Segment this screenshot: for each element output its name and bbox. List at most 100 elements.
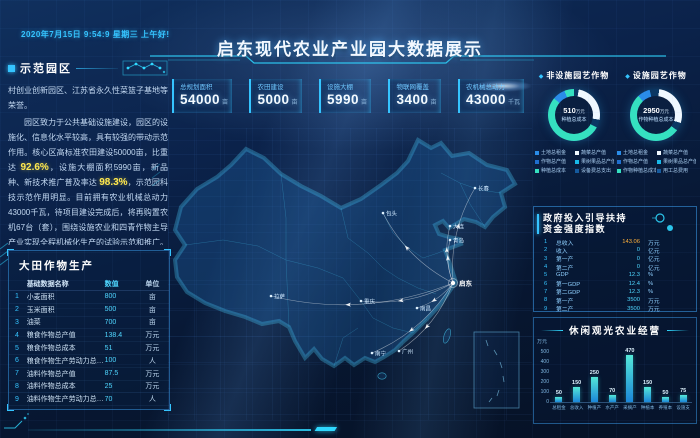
legend-swatch bbox=[617, 168, 621, 173]
row-unit: 亩 bbox=[148, 306, 156, 314]
text-segment: ，示范园科技示范作用明显。目前拥有农业机械总动力43000千瓦，待项目建设完成后… bbox=[8, 178, 168, 245]
bottom-notch-decoration bbox=[314, 427, 338, 431]
row-index: 2 bbox=[544, 247, 548, 254]
stat-card-value: 5000 亩 bbox=[257, 92, 298, 107]
row-unit: 万元 bbox=[145, 370, 160, 378]
demo-park-paragraph: 村创业创新园区、江苏省永久性菜篮子基地等荣誉。 bbox=[8, 83, 168, 113]
bottom-line-decoration bbox=[28, 429, 311, 431]
demo-park-paragraph: 园区致力于公共基础设施建设，园区的设施化、信息化水平较高，具有较强的带动示范作用… bbox=[8, 115, 168, 245]
city-dot bbox=[370, 351, 374, 355]
row-index: 2 bbox=[15, 306, 19, 314]
south-china-sea-inset bbox=[473, 331, 520, 409]
row-name: 收入 bbox=[556, 248, 568, 255]
legend-item: 土地总租金 bbox=[534, 148, 574, 157]
bar-value-label: 150 bbox=[643, 380, 653, 386]
row-name: 油菜 bbox=[26, 319, 41, 327]
china-outline bbox=[172, 137, 518, 369]
donut-legend: 土地总租金 蔬菜总产值 作物总产值 果树果品总产值 作物种植总成本 用工总费用 bbox=[616, 148, 696, 175]
stat-card: 农田建设 5000 亩 bbox=[249, 79, 302, 113]
flight-path bbox=[447, 239, 454, 284]
plane-icon bbox=[444, 246, 449, 253]
row-name: 油料作物生产劳动力总… bbox=[26, 396, 104, 404]
legend-swatch bbox=[535, 168, 539, 173]
table-row: 7 油料作物总产值 87.5 万元 bbox=[9, 368, 169, 381]
divider bbox=[76, 67, 118, 69]
table-row: 6 第一GDP 12.4% bbox=[544, 279, 690, 289]
horticulture-title: ◆ 非设施园艺作物 bbox=[538, 71, 610, 80]
row-value: 87.5 bbox=[104, 370, 119, 378]
row-index: 4 bbox=[15, 331, 19, 339]
stat-card-value: 3400 亩 bbox=[396, 92, 437, 107]
table-row: 9 油料作物生产劳动力总… 70 人 bbox=[9, 393, 169, 407]
col-header: 单位 bbox=[145, 281, 160, 288]
stat-card-label: 农田建设 bbox=[257, 84, 284, 91]
city-label: 南昌 bbox=[420, 304, 431, 312]
row-value: 3500 bbox=[627, 305, 640, 312]
row-index: 6 bbox=[544, 280, 548, 287]
legend-swatch bbox=[657, 150, 661, 155]
city-label: 长春 bbox=[478, 184, 490, 192]
row-unit: 亿元 bbox=[648, 257, 660, 264]
divider bbox=[667, 329, 689, 331]
city-label: 大连 bbox=[453, 222, 465, 230]
row-index: 8 bbox=[15, 382, 19, 390]
highlight-value: 98.3% bbox=[99, 177, 128, 188]
row-index: 5 bbox=[544, 272, 548, 279]
highlight-value: 92.6% bbox=[20, 162, 49, 173]
city-label: 南宁 bbox=[375, 349, 387, 357]
row-value: 12.3 bbox=[628, 272, 640, 279]
donut-center-unit: 万元 bbox=[659, 109, 669, 114]
row-name: 第一产 bbox=[556, 257, 574, 264]
bar-category-label: 采摘产 bbox=[623, 405, 637, 410]
city-dot bbox=[473, 186, 477, 190]
bar-value-label: 470 bbox=[625, 348, 635, 354]
y-tick-label: 400 bbox=[540, 359, 549, 365]
bar bbox=[608, 395, 616, 402]
panel-horticulture: ◆ 非设施园艺作物 510万元 种植总成本 土地总租金 蔬菜总产值 作物总产值 果树果品总产值… bbox=[533, 70, 697, 204]
row-value: 70 bbox=[104, 395, 113, 403]
row-value: 0 bbox=[636, 247, 640, 254]
donut-chart: 510万元 种植总成本 bbox=[548, 89, 600, 141]
bar-category-label: 种植产 bbox=[587, 405, 602, 410]
x-axis-line bbox=[550, 402, 692, 403]
bar-value-label: 75 bbox=[680, 387, 687, 394]
gov-fund-title: 政府投入引导扶持 资金强度指数 bbox=[543, 213, 627, 235]
hub-dot bbox=[450, 280, 456, 286]
bar bbox=[573, 387, 581, 402]
triangle-icon: ◆ bbox=[538, 74, 545, 80]
hub-label: 启东 bbox=[459, 279, 473, 288]
bar bbox=[590, 377, 598, 402]
city-label: 包头 bbox=[386, 209, 398, 217]
row-unit: 万元 bbox=[145, 383, 160, 391]
plane-icon bbox=[345, 302, 351, 307]
gov-fund-table: 1 总收入 143.06 万元 2 收入 0 亿元 3 第一产 0 亿元 4 第二产 0 亿元 5 GDP 12.3… bbox=[544, 238, 690, 313]
y-tick-label: 500 bbox=[540, 349, 549, 355]
stat-card-unit: 亩 bbox=[291, 100, 298, 106]
donut-center-label: 种植总成本 bbox=[561, 117, 587, 123]
stat-card-value: 43000 千瓦 bbox=[465, 92, 520, 107]
row-unit: 万元 bbox=[648, 307, 660, 314]
legend-swatch bbox=[535, 150, 539, 155]
row-unit: % bbox=[648, 280, 654, 287]
corner-decoration bbox=[7, 249, 14, 256]
bar-category-label: 水产产 bbox=[605, 405, 619, 410]
legend-swatch bbox=[657, 159, 661, 164]
legend-item: 种植总成本 bbox=[534, 166, 574, 175]
bar-value-label: 70 bbox=[609, 388, 616, 394]
table-row: 8 油料作物总成本 25 万元 bbox=[9, 381, 169, 394]
legend-item: 设备费总支出 bbox=[574, 166, 614, 175]
table-row: 3 油菜 700 亩 bbox=[9, 317, 169, 330]
legend-swatch bbox=[617, 159, 621, 164]
bar-value-label: 50 bbox=[662, 390, 669, 396]
donut-hole bbox=[637, 96, 675, 134]
demo-park-text: 村创业创新园区、江苏省永久性菜篮子基地等荣誉。 园区致力于公共基础设施建设，园区的… bbox=[8, 83, 168, 245]
row-index: 3 bbox=[544, 255, 548, 262]
row-unit: 亿元 bbox=[648, 248, 660, 255]
row-index: 3 bbox=[15, 318, 19, 326]
row-name: 粮食作物生产劳动力总… bbox=[26, 357, 104, 365]
plane-icon bbox=[445, 255, 450, 261]
col-header: 基础数据名称 bbox=[26, 281, 69, 288]
stat-card-unit: 千瓦 bbox=[507, 100, 520, 106]
